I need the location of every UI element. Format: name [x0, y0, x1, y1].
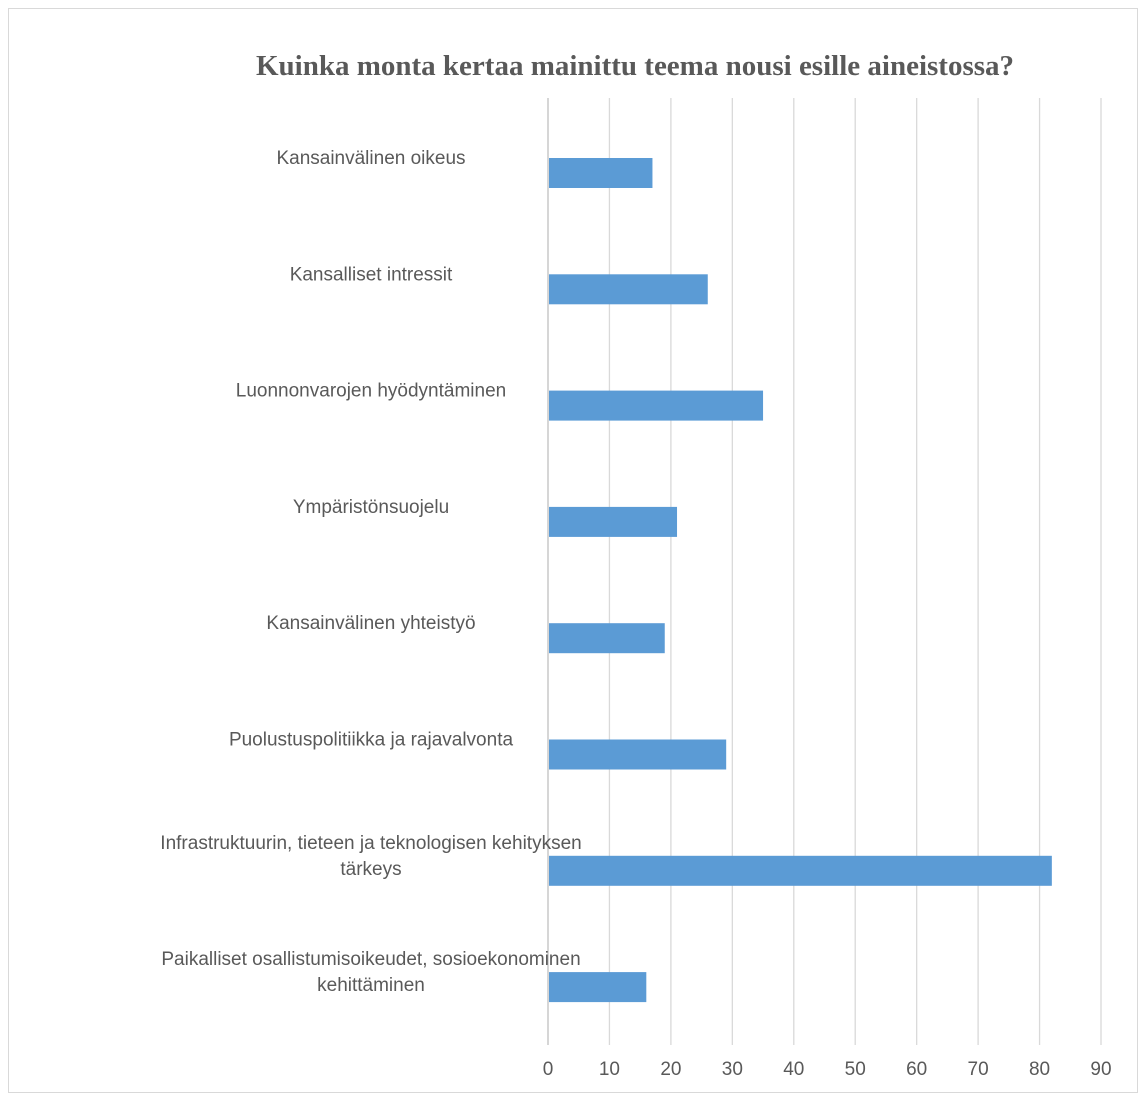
bar	[549, 390, 764, 421]
category-label: Kansalliset intressit	[290, 264, 453, 285]
bar	[549, 158, 653, 188]
category-label: Luonnonvarojen hyödyntäminen	[236, 381, 506, 402]
x-tick-label: 70	[968, 1059, 989, 1080]
category-label: tärkeys	[340, 859, 401, 880]
x-tick-label: 0	[543, 1059, 554, 1080]
x-tick-label: 20	[660, 1059, 681, 1080]
bar	[549, 855, 1052, 886]
category-label: Ympäristönsuojelu	[293, 497, 449, 518]
chart-frame	[8, 8, 1138, 1093]
x-tick-label: 30	[722, 1059, 743, 1080]
x-tick-label: 10	[599, 1059, 620, 1080]
x-tick-label: 80	[1029, 1059, 1050, 1080]
x-tick-label: 40	[783, 1059, 804, 1080]
bar	[549, 274, 708, 305]
category-label: kehittäminen	[317, 975, 425, 996]
bar	[549, 506, 678, 537]
category-label: Puolustuspolitiikka ja rajavalvonta	[229, 730, 514, 751]
x-tick-label: 90	[1090, 1059, 1111, 1080]
bar	[549, 972, 647, 1003]
category-label: Kansainvälinen oikeus	[276, 148, 465, 169]
category-label: Kansainvälinen yhteistyö	[266, 613, 475, 634]
x-tick-label: 50	[845, 1059, 866, 1080]
x-tick-label: 60	[906, 1059, 927, 1080]
category-label: Paikalliset osallistumisoikeudet, sosioe…	[161, 949, 580, 970]
bar	[549, 623, 665, 654]
chart-title: Kuinka monta kertaa mainittu teema nousi…	[255, 50, 1015, 82]
bar	[549, 739, 727, 770]
category-label: Infrastruktuurin, tieteen ja teknologise…	[160, 833, 581, 854]
